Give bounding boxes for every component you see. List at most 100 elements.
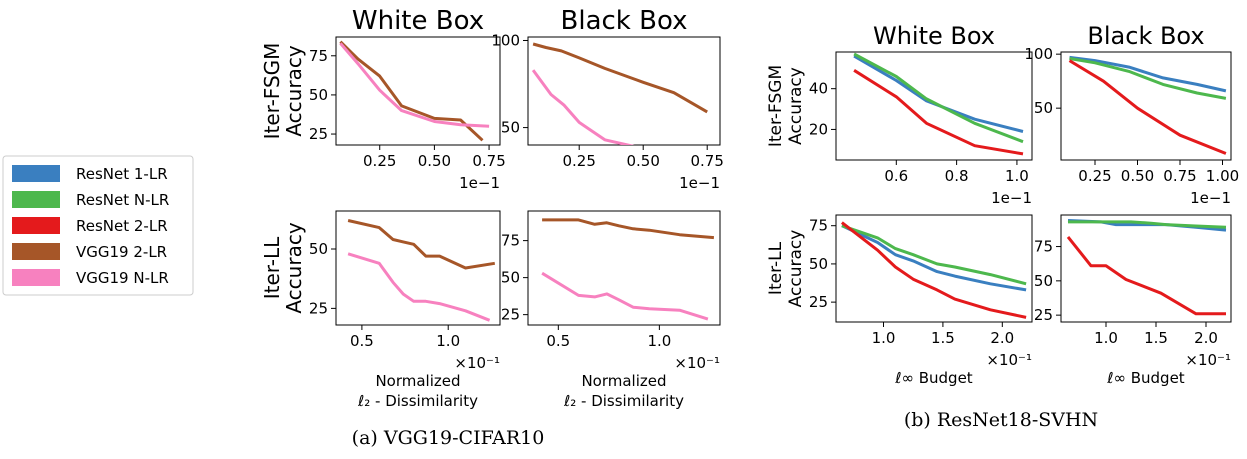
axes-frame xyxy=(335,36,501,146)
series-line xyxy=(853,54,1024,133)
series-line xyxy=(542,218,715,240)
series-line xyxy=(347,219,496,270)
y-tick-label: 100 xyxy=(1024,45,1053,63)
panel-title: White Box xyxy=(352,6,484,36)
panel-b-white-fsgm: 0.6 0.8 1.0 20 40 1e−1 White Box Iter-FSGMAccur… xyxy=(766,22,1033,207)
axis-multiplier: ×10⁻¹ xyxy=(674,354,720,372)
x-axis-label: Normalized ℓ₂ - Dissimilarity xyxy=(357,372,478,410)
y-axis-label-line: Iter-LL xyxy=(260,236,284,299)
y-axis-label: Iter-FSGMAccuracy xyxy=(766,65,806,147)
x-tick-label: 1.0 xyxy=(872,329,896,347)
x-axis-label-line: ℓ∞ Budget xyxy=(894,369,973,387)
x-tick-label: 1.0 xyxy=(647,332,671,350)
y-tick-label: 25 xyxy=(809,293,828,311)
axes-frame xyxy=(527,36,721,146)
panel-a-white-fsgm: 0.25 0.50 0.75 25 50 75 1e−1 White Box Iter-FSGM… xyxy=(260,6,506,192)
chart-panels: 0.25 0.50 0.75 25 50 75 1e−1 White Box Iter-FSGM… xyxy=(260,6,1239,410)
x-axis-label-line: Normalized xyxy=(581,372,666,390)
y-tick-label: 75 xyxy=(809,217,828,235)
legend-swatch xyxy=(12,165,60,182)
axes-frame xyxy=(1060,214,1232,323)
y-tick-label: 75 xyxy=(501,232,520,250)
legend-swatch xyxy=(12,191,60,208)
x-axis-label-line: ℓ∞ Budget xyxy=(1106,369,1185,387)
y-axis-label: Iter-LLAccuracy xyxy=(260,222,306,313)
axes-frame xyxy=(1060,51,1232,161)
panel-a-black-fsgm: 0.25 0.50 0.75 50 100 1e−1 Black Box xyxy=(491,6,724,192)
x-tick-label: 0.25 xyxy=(363,152,396,170)
panel-a-black-ll: 0.5 1.0 25 50 75 ×10⁻¹ Normalized ℓ₂ - Dissimil… xyxy=(501,210,721,410)
panel-title: Black Box xyxy=(1087,22,1204,50)
y-axis-label: Iter-LLAccuracy xyxy=(766,230,806,308)
y-tick-label: 50 xyxy=(501,269,520,287)
x-tick-label: 0.25 xyxy=(1078,167,1111,185)
axes-frame xyxy=(835,51,1033,161)
legend-label: VGG19 2-LR xyxy=(76,243,167,261)
y-axis-label-line: Iter-FSGM xyxy=(766,65,786,147)
axis-multiplier: 1e−1 xyxy=(991,189,1032,207)
y-axis-label-line: Iter-FSGM xyxy=(260,43,284,140)
axis-multiplier: 1e−1 xyxy=(459,174,500,192)
x-tick-label: 1.0 xyxy=(436,332,460,350)
y-tick-label: 75 xyxy=(309,47,328,65)
y-axis-label-line: Accuracy xyxy=(282,222,306,313)
panel-title: Black Box xyxy=(561,6,688,36)
panel-b-black-ll: 1.0 1.5 2.0 25 50 75 ×10⁻¹ℓ∞ Budget xyxy=(1034,214,1232,387)
panel-b-white-ll: 1.0 1.5 2.0 25 50 75 ×10⁻¹ Iter-LLAccuracy ℓ∞ Bu… xyxy=(766,214,1033,387)
x-tick-label: 1.0 xyxy=(1094,329,1118,347)
x-tick-label: 0.75 xyxy=(472,152,505,170)
series-line xyxy=(541,271,709,321)
y-tick-label: 20 xyxy=(809,120,828,138)
legend-swatch xyxy=(12,269,60,286)
y-tick-label: 40 xyxy=(809,80,828,98)
x-axis-label-line: Normalized xyxy=(375,372,460,390)
axes-frame xyxy=(835,214,1033,323)
x-axis-label: ℓ∞ Budget xyxy=(894,369,973,387)
x-tick-label: 0.5 xyxy=(350,332,374,350)
x-tick-label: 1.0 xyxy=(1005,167,1029,185)
y-tick-label: 50 xyxy=(809,255,828,273)
x-axis-label: Normalized ℓ₂ - Dissimilarity xyxy=(563,372,684,410)
series-line xyxy=(841,224,1027,292)
legend-label: ResNet N-LR xyxy=(76,191,169,209)
y-axis-label-line: Accuracy xyxy=(282,45,306,136)
x-tick-label: 2.0 xyxy=(990,329,1014,347)
y-tick-label: 25 xyxy=(1034,306,1053,324)
legend-box xyxy=(2,155,194,296)
y-axis-label: Iter-FSGMAccuracy xyxy=(260,43,306,140)
x-tick-label: 0.50 xyxy=(1121,167,1154,185)
legend-label: ResNet 2-LR xyxy=(76,217,168,235)
series-line xyxy=(1068,59,1227,155)
axes-frame xyxy=(527,210,721,326)
y-tick-label: 50 xyxy=(1034,99,1053,117)
y-tick-label: 50 xyxy=(309,240,328,258)
y-axis-label-line: Iter-LL xyxy=(766,241,786,295)
x-tick-label: 0.6 xyxy=(884,167,908,185)
caption-b: (b) ResNet18-SVHN xyxy=(904,409,1098,431)
axis-multiplier: ×10⁻¹ xyxy=(986,351,1032,369)
x-tick-label: 1.00 xyxy=(1206,167,1239,185)
series-line xyxy=(1066,235,1226,316)
legend-swatch xyxy=(12,217,60,234)
x-tick-label: 0.75 xyxy=(1163,167,1196,185)
x-tick-label: 2.0 xyxy=(1194,329,1218,347)
y-tick-label: 25 xyxy=(309,125,328,143)
axis-multiplier: ×10⁻¹ xyxy=(1185,351,1231,369)
x-axis-label-line: ℓ₂ - Dissimilarity xyxy=(357,392,478,410)
panel-a-white-ll: 0.5 1.0 25 50 ×10⁻¹ Iter-LLAccuracy Normalized… xyxy=(260,210,501,410)
x-tick-label: 0.50 xyxy=(418,152,451,170)
panel-b-black-fsgm: 0.25 0.50 0.75 1.00 50 100 1e−1 Black Box xyxy=(1024,22,1239,207)
series-line xyxy=(532,42,708,114)
x-tick-label: 0.75 xyxy=(690,152,723,170)
axes-frame xyxy=(335,210,501,326)
y-tick-label: 50 xyxy=(309,86,328,104)
series-line xyxy=(840,221,1027,319)
legend-label: ResNet 1-LR xyxy=(76,165,168,183)
y-tick-label: 50 xyxy=(501,119,520,137)
y-tick-label: 25 xyxy=(501,306,520,324)
series-line xyxy=(347,252,491,322)
series-line xyxy=(1069,55,1227,93)
series-line xyxy=(1069,57,1227,100)
x-tick-label: 0.5 xyxy=(546,332,570,350)
x-axis-label-line: ℓ₂ - Dissimilarity xyxy=(563,392,684,410)
